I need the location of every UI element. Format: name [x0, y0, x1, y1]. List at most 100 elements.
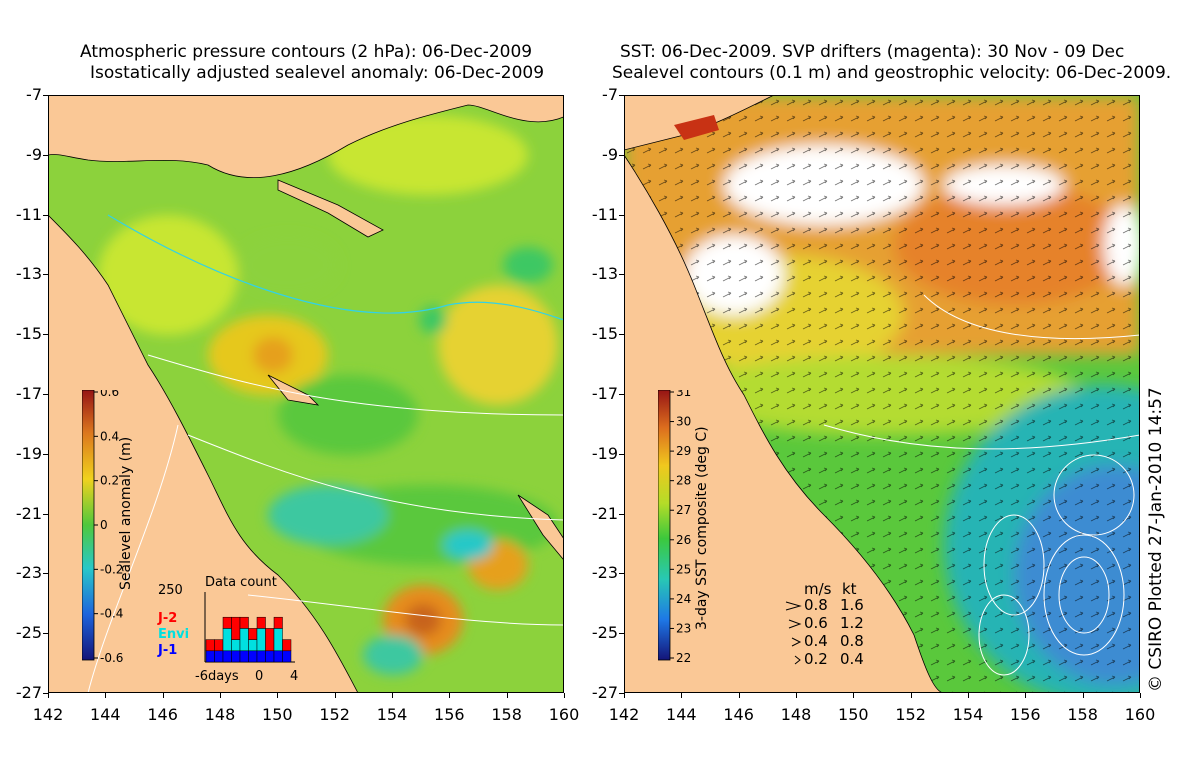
data-count-bar-5-envi: [248, 639, 258, 652]
right-lon-tick-9: 160: [1124, 705, 1156, 724]
anomaly-colorbar-label: Sealevel anomaly (m): [118, 436, 134, 590]
sst-colorbar: 31 30 29 28 27 26 25 24 23 22: [658, 390, 691, 665]
data-count-bar-3-j2: [231, 616, 241, 640]
sst-colorbar-tick-7: 24: [676, 592, 691, 606]
anomaly-colorbar-tick-3: 0: [100, 518, 108, 532]
left-lon-tick-2: 146: [147, 705, 178, 724]
data-count-max-label: 250: [158, 583, 183, 598]
data-count-xlabel-0: -6days: [195, 669, 239, 684]
right-lon-tick-0: 142: [608, 705, 640, 724]
velocity-ms-2: 0.4: [804, 632, 828, 650]
right-lat-tick-3: -13: [591, 264, 618, 284]
right-lon-tick-7: 156: [1010, 705, 1041, 724]
data-count-bar-1-j1: [214, 650, 224, 663]
data-count-bar-6-envi: [256, 628, 266, 652]
data-count-bar-7-j2: [265, 628, 275, 652]
right-title-line1: SST: 06-Dec-2009. SVP drifters (magenta)…: [620, 42, 1125, 62]
left-lat-tick-6: -19: [15, 443, 42, 463]
left-lon-tick-4: 150: [262, 705, 293, 724]
right-lon-tick-6: 154: [952, 705, 984, 724]
left-lat-tick-0: -7: [26, 85, 42, 104]
sst-colorbar-tick-0: 31: [676, 390, 691, 399]
data-count-bar-5-j1: [248, 650, 258, 663]
left-lat-tick-8: -23: [15, 563, 42, 583]
right-lat-tick-0: -7: [602, 85, 618, 104]
data-count-bar-0-j1: [205, 650, 215, 663]
data-count-bar-6-j1: [256, 650, 266, 663]
right-lon-tick-3: 148: [780, 705, 812, 724]
data-count-bar-4-j1: [239, 650, 249, 663]
left-lat-tick-4: -15: [15, 324, 42, 344]
land-australia-right: [624, 154, 945, 693]
right-lon-tick-8: 158: [1067, 705, 1098, 724]
velocity-legend: m/s kt 0.8 1.60.6 1.20.4 0.80.2 0.4: [785, 580, 864, 668]
right-map: [624, 95, 1140, 693]
data-count-bar-5-j2: [248, 628, 258, 640]
anomaly-colorbar-tick-2: 0.2: [100, 474, 119, 488]
left-title-line2: Isostatically adjusted sealevel anomaly:…: [90, 63, 545, 83]
land-new-guinea: [48, 95, 564, 178]
right-lon-tick-2: 146: [723, 705, 754, 724]
left-title-line1: Atmospheric pressure contours (2 hPa): 0…: [80, 42, 533, 62]
right-lon-tick-4: 150: [838, 705, 869, 724]
right-lon-tick-5: 152: [895, 705, 926, 724]
copyright-text: © CSIRO Plotted 27-Jan-2010 14:57: [1146, 387, 1166, 692]
right-title-line2: Sealevel contours (0.1 m) and geostrophi…: [612, 63, 1172, 83]
left-lon-tick-0: 142: [32, 705, 64, 724]
sst-colorbar-tick-3: 28: [676, 474, 691, 488]
data-count-title: Data count: [205, 575, 277, 590]
data-count-bar-9-j2: [282, 639, 292, 652]
velocity-kt-2: 0.8: [840, 632, 864, 650]
anomaly-colorbar-tick-6: -0.6: [100, 651, 123, 665]
left-lat-tick-9: -25: [15, 623, 42, 643]
data-count-bar-7-j1: [265, 650, 275, 663]
left-lat-tick-1: -9: [26, 144, 42, 164]
right-lat-tick-4: -15: [591, 324, 618, 344]
data-count-bar-2-j2: [222, 616, 232, 629]
right-lat-tick-2: -11: [591, 204, 618, 224]
data-count-bar-8-j2: [273, 616, 283, 629]
sst-colorbar-tick-4: 27: [676, 503, 691, 517]
left-lat-tick-5: -17: [15, 384, 42, 403]
velocity-header-ms: m/s: [804, 580, 832, 598]
sst-colorbar-tick-1: 30: [676, 415, 691, 429]
data-count-legend-0: J-2: [157, 611, 177, 626]
velocity-ms-0: 0.8: [804, 596, 828, 614]
velocity-arrow-2: [791, 637, 802, 647]
anomaly-colorbar-tick-1: 0.4: [100, 429, 119, 443]
data-count-legend-2: J-1: [157, 643, 177, 658]
data-count-bar-6-j2: [256, 616, 266, 629]
velocity-kt-0: 1.6: [840, 596, 864, 614]
anomaly-colorbar-tick-4: -0.2: [100, 562, 123, 576]
land-australia: [48, 214, 359, 693]
data-count-bar-0-j2: [205, 639, 215, 652]
velocity-arrow-0: [785, 601, 802, 611]
data-count-xlabel-1: 0: [255, 669, 263, 684]
data-count-bar-1-j2: [214, 639, 224, 652]
sst-colorbar-tick-8: 23: [676, 621, 691, 635]
left-map: [48, 95, 564, 693]
land-islands: [277, 179, 384, 238]
data-count-legend-1: Envi: [158, 627, 189, 642]
velocity-arrow-1: [788, 619, 802, 629]
data-count-bar-8-envi: [273, 628, 283, 652]
data-count-bar-4-j2: [239, 616, 249, 629]
left-lat-tick-3: -13: [15, 264, 42, 284]
anomaly-colorbar: 0.6 0.4 0.2 0 -0.2 -0.4 -0.6: [82, 390, 123, 665]
left-lon-tick-8: 158: [491, 705, 522, 724]
data-count-bar-8-j1: [273, 650, 283, 663]
left-lon-tick-3: 148: [204, 705, 236, 724]
right-lat-tick-6: -19: [591, 443, 618, 463]
data-count-bar-2-envi: [222, 628, 232, 652]
left-lat-tick-2: -11: [15, 204, 42, 224]
sst-colorbar-tick-6: 25: [676, 562, 691, 576]
right-lat-tick-9: -25: [591, 623, 618, 643]
right-lon-tick-1: 144: [666, 705, 697, 724]
left-lon-tick-7: 156: [434, 705, 465, 724]
data-count-bar-2-j1: [222, 650, 232, 663]
left-lon-tick-1: 144: [90, 705, 121, 724]
left-lon-tick-6: 154: [376, 705, 408, 724]
right-lat-tick-5: -17: [591, 384, 618, 403]
sst-colorbar-tick-9: 22: [676, 651, 691, 665]
